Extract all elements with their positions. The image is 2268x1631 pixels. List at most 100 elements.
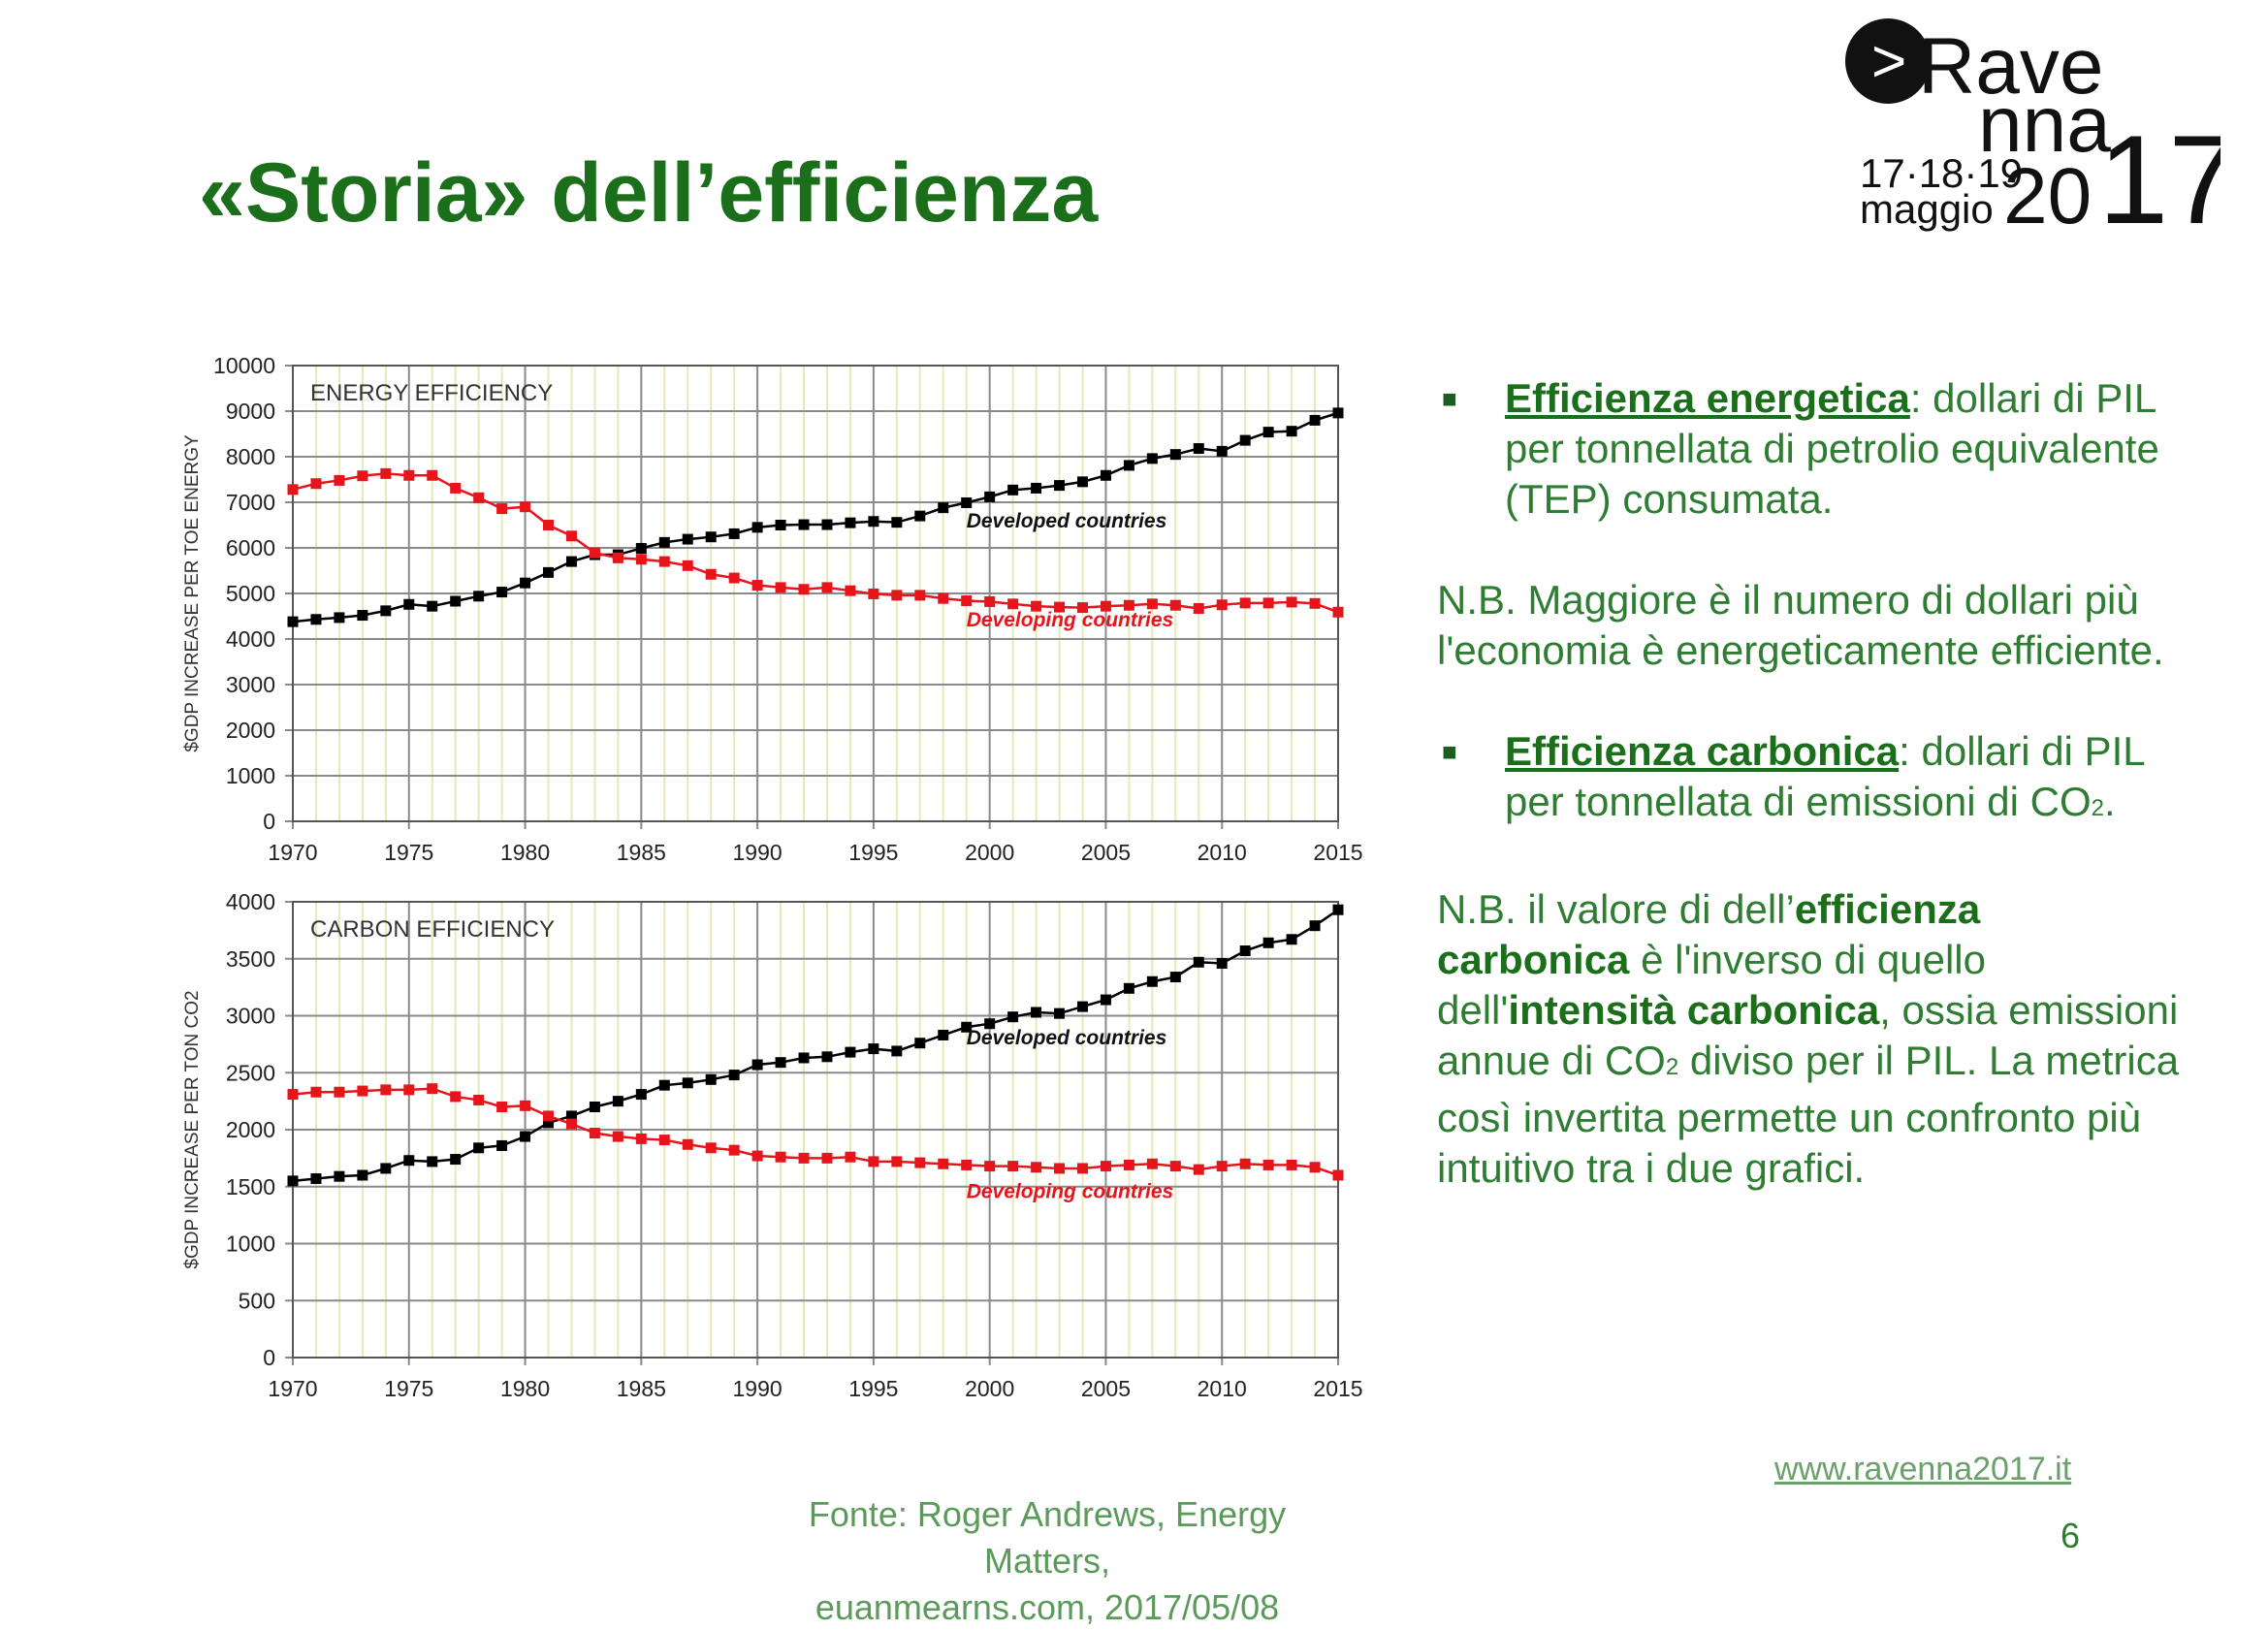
data-point-developing — [914, 1157, 926, 1168]
data-point-developed — [543, 566, 555, 578]
data-point-developing — [658, 556, 670, 567]
data-point-developed — [682, 533, 693, 545]
x-tick-label: 1995 — [848, 840, 898, 865]
bullet-square-icon: ■ — [1442, 384, 1457, 413]
data-point-developed — [1146, 453, 1158, 464]
data-point-developed — [821, 1051, 833, 1063]
data-point-developed — [1193, 443, 1204, 455]
data-point-developed — [1262, 427, 1274, 438]
data-point-developed — [565, 556, 577, 567]
data-point-developed — [868, 516, 879, 528]
data-point-developing — [984, 1161, 996, 1172]
data-point-developed — [1007, 1011, 1019, 1023]
data-point-developed — [845, 517, 856, 528]
note-carbon-f: diviso per il PIL. La metrica così inver… — [1437, 1038, 2180, 1191]
source-line-2: euanmearns.com, 2017/05/08 — [815, 1587, 1280, 1627]
note-carbon-b: efficienza carbonica — [1437, 886, 1981, 982]
logo-circle — [1845, 18, 1931, 104]
data-point-developing — [310, 478, 322, 490]
data-point-developed — [1239, 945, 1251, 957]
data-point-developed — [520, 577, 531, 589]
data-point-developing — [496, 503, 508, 515]
data-point-developed — [1123, 460, 1134, 471]
y-tick-label: 0 — [263, 809, 275, 834]
y-tick-label: 5000 — [226, 581, 275, 606]
data-point-developing — [543, 1110, 555, 1122]
subscript-2: 2 — [1665, 1054, 1679, 1080]
y-tick-label: 2000 — [226, 718, 275, 743]
logo-dates: 17·18·19 — [1860, 150, 2023, 196]
slide-title: «Storia» dell’efficienza — [199, 146, 1099, 240]
data-point-developing — [658, 1135, 670, 1146]
data-point-developed — [1100, 994, 1111, 1006]
y-tick-label: 4000 — [226, 626, 275, 652]
data-point-developed — [635, 1089, 647, 1101]
data-point-developed — [1123, 982, 1134, 994]
x-tick-label: 2005 — [1081, 1376, 1131, 1401]
x-tick-label: 2005 — [1081, 840, 1131, 865]
data-point-developed — [984, 1018, 996, 1030]
data-point-developing — [357, 470, 368, 482]
data-point-developing — [565, 1118, 577, 1130]
data-point-developed — [1216, 445, 1228, 457]
x-tick-label: 1975 — [384, 1376, 433, 1401]
data-point-developed — [380, 605, 392, 617]
bullet-carbon-text: : dollari di PIL per tonnellata di emiss… — [1505, 728, 2145, 824]
bullet-carbon: ■ Efficienza carbonica: dollari di PIL p… — [1437, 726, 2184, 834]
data-point-developed — [403, 598, 415, 610]
logo-line2: nna — [1978, 80, 2111, 169]
data-point-developed — [1262, 937, 1274, 948]
data-point-developed — [984, 491, 996, 502]
data-point-developed — [728, 1070, 740, 1081]
data-point-developed — [1100, 469, 1111, 481]
bullet-energy: ■ Efficienza energetica: dollari di PIL … — [1437, 373, 2184, 525]
website-link[interactable]: www.ravenna2017.it — [1774, 1451, 2072, 1487]
data-point-developed — [1169, 972, 1181, 983]
data-point-developing — [891, 1156, 903, 1167]
logo-arrow: > — [1871, 28, 1906, 95]
data-point-developing — [798, 584, 810, 595]
data-point-developing — [705, 568, 717, 580]
logo-year-a: 20 — [2003, 152, 2092, 240]
y-axis-label: $GDP INCREASE PER TON CO2 — [182, 990, 203, 1268]
data-point-developed — [658, 1079, 670, 1091]
x-tick-label: 1975 — [384, 840, 433, 865]
data-point-developing — [961, 595, 973, 607]
data-point-developing — [845, 585, 856, 596]
data-point-developing — [751, 1150, 763, 1162]
y-tick-label: 2500 — [226, 1060, 275, 1085]
data-point-developed — [287, 616, 299, 627]
logo-line1: Rave — [1918, 22, 2103, 111]
note-carbon-d: intensità carbonica — [1508, 987, 1880, 1033]
logo-year-b: 17 — [2098, 109, 2220, 240]
data-point-developing — [682, 560, 693, 571]
data-point-developing — [589, 1128, 600, 1139]
data-point-developed — [473, 1142, 485, 1154]
data-point-developed — [798, 1052, 810, 1064]
y-tick-label: 3000 — [226, 672, 275, 697]
data-point-developed — [1076, 1001, 1088, 1012]
page-number: 6 — [2060, 1516, 2081, 1555]
x-tick-label: 1980 — [500, 840, 550, 865]
data-point-developing — [984, 595, 996, 607]
energy-efficiency-chart: 0 1000 2000 3000 4000 5000 6000 7000 8000 9000 100… — [182, 353, 1363, 865]
data-point-developing — [938, 1158, 949, 1169]
bullet-carbon-end: . — [2104, 779, 2116, 824]
data-point-developed — [682, 1077, 693, 1089]
annotation-developed: Developed countries — [967, 1027, 1167, 1049]
y-tick-label: 2000 — [226, 1117, 275, 1142]
data-point-developing — [1262, 1159, 1274, 1170]
data-point-developing — [403, 1084, 415, 1096]
data-point-developed — [635, 542, 647, 554]
bullet-square-icon: ■ — [1442, 737, 1457, 766]
data-point-developing — [612, 552, 623, 563]
data-point-developing — [914, 590, 926, 601]
data-point-developed — [705, 1073, 717, 1085]
data-point-developing — [450, 482, 462, 494]
data-point-developing — [1309, 1162, 1321, 1173]
data-point-developed — [1332, 904, 1344, 915]
data-point-developed — [310, 614, 322, 625]
data-point-developing — [821, 1152, 833, 1164]
data-point-developed — [520, 1131, 531, 1142]
data-point-developing — [1054, 601, 1066, 613]
